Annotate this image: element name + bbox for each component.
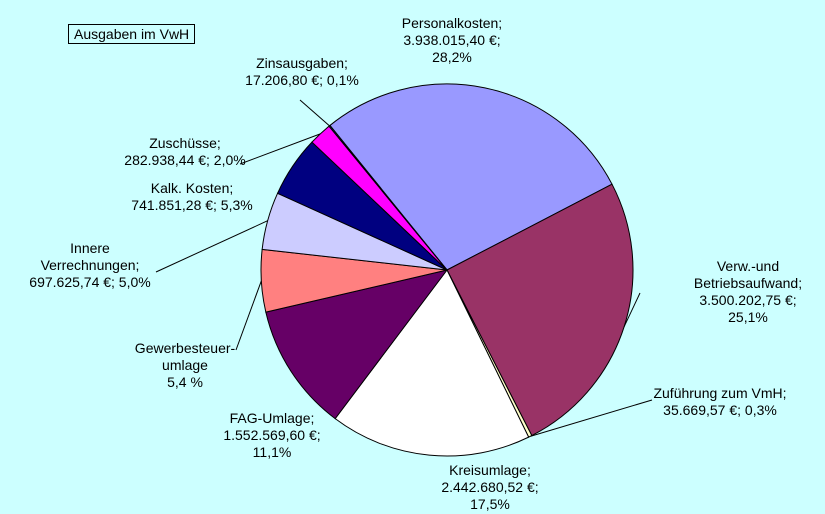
leader-line bbox=[530, 399, 653, 437]
category-label: Zuschüsse; bbox=[149, 135, 221, 151]
leader-line bbox=[155, 220, 268, 273]
slice-label: Verw.-und Betriebsaufwand; 3.500.202,75 €… bbox=[694, 258, 802, 326]
leader-line bbox=[235, 280, 262, 351]
category-label: FAG-Umlage; bbox=[229, 410, 315, 426]
slice-label: FAG-Umlage; 1.552.569,60 €; 11,1% bbox=[223, 410, 320, 461]
category-label: Kreisumlage; bbox=[449, 462, 531, 478]
value-label: 741.851,28 €; 5,3% bbox=[131, 197, 253, 213]
category-label: Innere Verrechnungen; bbox=[40, 240, 140, 273]
category-label: Gewerbesteuer- umlage bbox=[134, 340, 236, 373]
slice-label: Zuführung zum VmH; 35.669,57 €; 0,3% bbox=[653, 385, 786, 419]
category-label: Zuführung zum VmH; bbox=[653, 385, 787, 401]
category-label: Personalkosten; bbox=[401, 15, 503, 31]
value-label: 35.669,57 €; 0,3% bbox=[663, 402, 777, 418]
value-label: 3.500.202,75 €; 25,1% bbox=[699, 292, 797, 325]
pie-slice bbox=[334, 269, 530, 457]
category-label: Kalk. Kosten; bbox=[150, 180, 234, 196]
slice-label: Gewerbesteuer- umlage 5,4 % bbox=[135, 340, 235, 391]
category-label: Zinsausgaben; bbox=[256, 55, 348, 71]
value-label: 2.442.680,52 €; 17,5% bbox=[441, 479, 539, 512]
leader-line bbox=[239, 133, 321, 165]
value-label: 5,4 % bbox=[167, 374, 203, 390]
leader-line bbox=[299, 99, 330, 127]
value-label: 697.625,74 €; 5,0% bbox=[29, 274, 151, 290]
pie-slice bbox=[329, 83, 613, 271]
value-label: 282.938,44 €; 2,0% bbox=[124, 152, 246, 168]
value-label: 3.938.015,40 €; 28,2% bbox=[403, 32, 501, 65]
value-label: 17.206,80 €; 0,1% bbox=[245, 72, 359, 88]
leader-line bbox=[623, 292, 641, 327]
value-label: 1.552.569,60 €; 11,1% bbox=[223, 427, 321, 460]
slice-label: Personalkosten; 3.938.015,40 €; 28,2% bbox=[402, 15, 502, 66]
slice-label: Innere Verrechnungen; 697.625,74 €; 5,0% bbox=[29, 240, 150, 291]
pie-slice bbox=[265, 269, 449, 420]
slice-label: Kalk. Kosten; 741.851,28 €; 5,3% bbox=[131, 180, 252, 214]
category-label: Verw.-und Betriebsaufwand; bbox=[693, 258, 803, 291]
slice-label: Zinsausgaben; 17.206,80 €; 0,1% bbox=[245, 55, 359, 89]
chart-title: Ausgaben im VwH bbox=[68, 24, 196, 44]
slice-label: Kreisumlage; 2.442.680,52 €; 17,5% bbox=[441, 462, 538, 513]
slice-label: Zuschüsse; 282.938,44 €; 2,0% bbox=[124, 135, 245, 169]
